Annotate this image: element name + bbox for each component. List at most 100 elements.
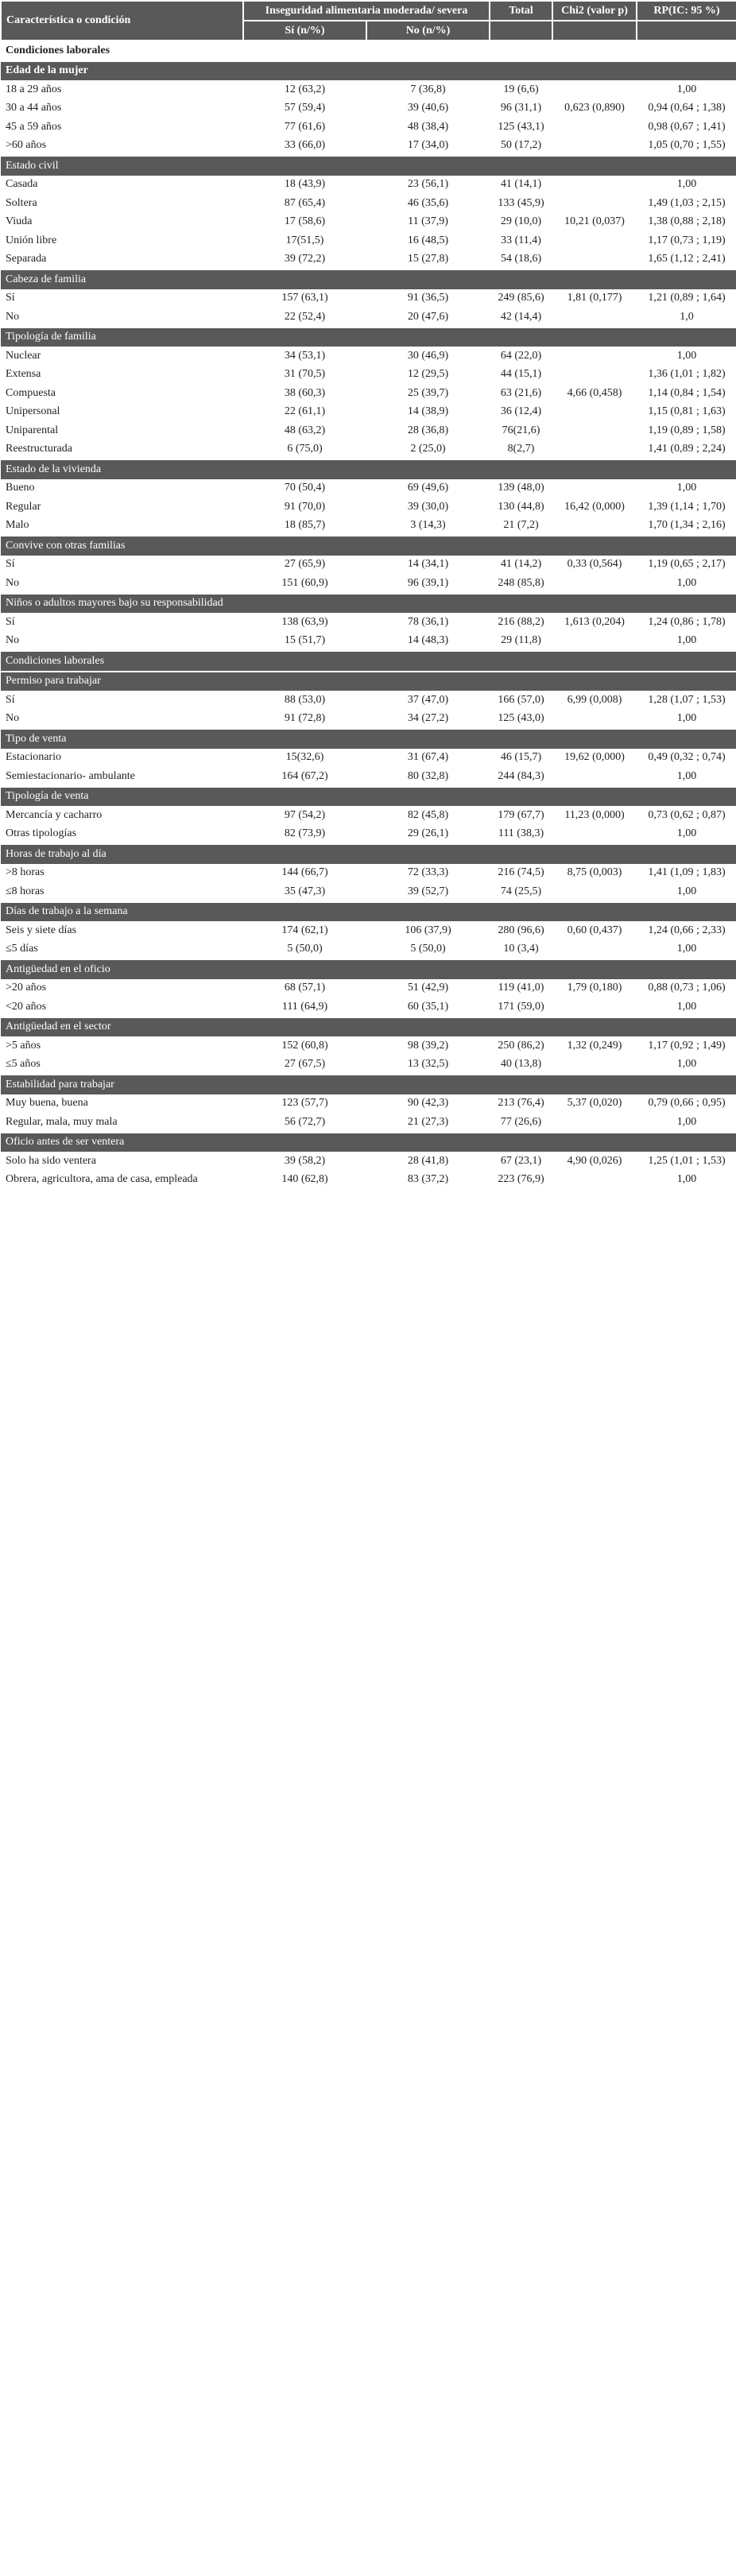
- table-cell: 250 (86,2): [498, 1039, 544, 1052]
- table-cell: 46 (15,7): [500, 751, 542, 764]
- table-cell: Separada: [6, 253, 47, 265]
- section-title: Edad de la mujer: [1, 60, 736, 80]
- table-cell: 0,623 (0,890): [564, 102, 625, 114]
- header-cell: Inseguridad alimentaria moderada/ severa: [242, 0, 490, 21]
- table-cell: [552, 308, 637, 327]
- section-title: Días de trabajo a la semana: [1, 901, 736, 921]
- data-row: Nuclear 34 (53,1) 30 (46,9) 64 (22,0) 1,00: [1, 347, 736, 366]
- table-cell: 12 (63,2): [284, 83, 326, 95]
- data-row: 30 a 44 años 57 (59,4) 39 (40,6) 96 (31,1) 0…: [1, 99, 736, 118]
- table-cell: [552, 1113, 637, 1133]
- table-cell: 11 (37,9): [408, 215, 448, 228]
- table-cell: 21 (7,2): [503, 519, 539, 532]
- table-cell: Casada: [6, 178, 38, 191]
- table-cell: 39 (30,0): [407, 500, 449, 513]
- section-title: Antigüedad en el oficio: [1, 959, 736, 979]
- data-table: Característica o condición Inseguridad a…: [0, 0, 736, 1189]
- table-cell: 64 (22,0): [500, 349, 542, 362]
- table-cell: 1,00: [676, 576, 697, 589]
- table-cell: 16 (48,5): [407, 234, 449, 246]
- table-cell: [552, 366, 637, 385]
- section-row: Convive con otras familias: [1, 535, 736, 556]
- table-cell: 18 (43,9): [284, 178, 326, 191]
- table-cell: Regular, mala, muy mala: [6, 1115, 118, 1128]
- table-cell: Solo ha sido ventera: [6, 1154, 96, 1167]
- data-row: Regular, mala, muy mala 56 (72,7) 21 (27,3…: [1, 1113, 736, 1133]
- table-cell: ≤5 días: [6, 943, 38, 955]
- table-cell: 15(32,6): [285, 751, 324, 764]
- table-body: Condiciones laborales Edad de la mujer 18 …: [1, 41, 736, 1189]
- table-cell: 1,70 (1,34 ; 2,16): [648, 519, 726, 532]
- table-cell: 133 (45,9): [498, 196, 544, 209]
- table-cell: 91 (36,5): [407, 292, 449, 304]
- table-cell: 48 (63,2): [284, 424, 326, 436]
- table-cell: 1,38 (0,88 ; 2,18): [648, 215, 726, 228]
- data-row: Sí 157 (63,1) 91 (36,5) 249 (85,6) 1,81 (0,1…: [1, 289, 736, 308]
- table-cell: [552, 767, 637, 787]
- data-row: No 15 (51,7) 14 (48,3) 29 (11,8) 1,00: [1, 632, 736, 652]
- table-cell: Reestructurada: [6, 443, 72, 455]
- section-title: Convive con otras familias: [1, 535, 736, 556]
- section-title: Tipología de familia: [1, 326, 736, 347]
- table-cell: 1,32 (0,249): [567, 1039, 622, 1052]
- table-cell: 39 (40,6): [407, 102, 449, 114]
- table-cell: 8(2,7): [507, 443, 535, 455]
- table-cell: 28 (36,8): [407, 424, 449, 436]
- table-cell: 34 (27,2): [407, 712, 449, 725]
- header-cell: [489, 20, 553, 41]
- table-cell: Unión libre: [6, 234, 57, 246]
- table-cell: 80 (32,8): [407, 769, 449, 782]
- table-cell: 11,23 (0,000): [564, 808, 625, 821]
- table-cell: 125 (43,1): [498, 120, 544, 133]
- table-cell: 0,73 (0,62 ; 0,87): [648, 808, 726, 821]
- table-cell: 1,21 (0,89 ; 1,64): [648, 292, 726, 304]
- table-cell: Otras tipologías: [6, 827, 77, 840]
- table-cell: 74 (25,5): [500, 885, 542, 897]
- table-cell: [552, 80, 637, 99]
- section-title: Estado civil: [1, 155, 736, 176]
- table-cell: 1,00: [676, 827, 697, 840]
- table-cell: Unipersonal: [6, 405, 60, 418]
- table-cell: [552, 347, 637, 366]
- table-cell: 1,00: [676, 1000, 697, 1013]
- table-cell: [552, 421, 637, 440]
- table-cell: 1,00: [676, 178, 697, 191]
- table-cell: Sí: [6, 693, 15, 706]
- table-cell: 39 (58,2): [284, 1154, 326, 1167]
- section-title: Oficio antes de ser ventera: [1, 1131, 736, 1152]
- table-cell: 30 (46,9): [407, 349, 449, 362]
- table-cell: 40 (13,8): [500, 1058, 542, 1071]
- table-cell: 54 (18,6): [500, 253, 542, 265]
- table-cell: No: [6, 576, 20, 589]
- table-cell: 91 (72,8): [284, 712, 326, 725]
- table-cell: 1,24 (0,66 ; 2,33): [648, 924, 726, 936]
- table-cell: 8,75 (0,003): [567, 866, 622, 879]
- table-cell: 171 (59,0): [498, 1000, 544, 1013]
- data-row: Unipersonal 22 (61,1) 14 (38,9) 36 (12,4) 1,…: [1, 403, 736, 422]
- section-row: Estado de la vivienda: [1, 459, 736, 479]
- data-row: >20 años 68 (57,1) 51 (42,9) 119 (41,0) 1,79…: [1, 979, 736, 998]
- data-row: Sí 27 (65,9) 14 (34,1) 41 (14,2) 0,33 (0,564…: [1, 556, 736, 575]
- table-cell: 1,65 (1,12 ; 2,41): [648, 253, 726, 265]
- table-cell: 1,19 (0,65 ; 2,17): [648, 558, 726, 571]
- table-cell: 77 (26,6): [500, 1115, 542, 1128]
- table-cell: 0,79 (0,66 ; 0,95): [648, 1097, 726, 1110]
- table-cell: 41 (14,1): [500, 178, 542, 191]
- table-cell: 166 (57,0): [498, 693, 544, 706]
- table-cell: 10 (3,4): [503, 943, 539, 955]
- data-row: >60 años 33 (66,0) 17 (34,0) 50 (17,2) 1,05 …: [1, 137, 736, 157]
- table-cell: 0,49 (0,32 ; 0,74): [648, 751, 726, 764]
- table-cell: 25 (39,7): [407, 386, 449, 399]
- table-cell: 1,25 (1,01 ; 1,53): [648, 1154, 726, 1167]
- table-cell: 17 (58,6): [284, 215, 326, 228]
- table-cell: 1,00: [676, 634, 697, 647]
- section-title: Condiciones laborales: [1, 650, 736, 672]
- table-cell: 97 (54,2): [284, 808, 326, 821]
- table-cell: 0,98 (0,67 ; 1,41): [648, 120, 726, 133]
- table-cell: 130 (44,8): [498, 500, 544, 513]
- table-cell: >20 años: [6, 982, 47, 994]
- table-cell: 138 (63,9): [281, 615, 328, 628]
- data-row: Unión libre 17(51,5) 16 (48,5) 33 (11,4) 1,1…: [1, 231, 736, 250]
- table-cell: Regular: [6, 500, 41, 513]
- table-cell: 0,33 (0,564): [567, 558, 622, 571]
